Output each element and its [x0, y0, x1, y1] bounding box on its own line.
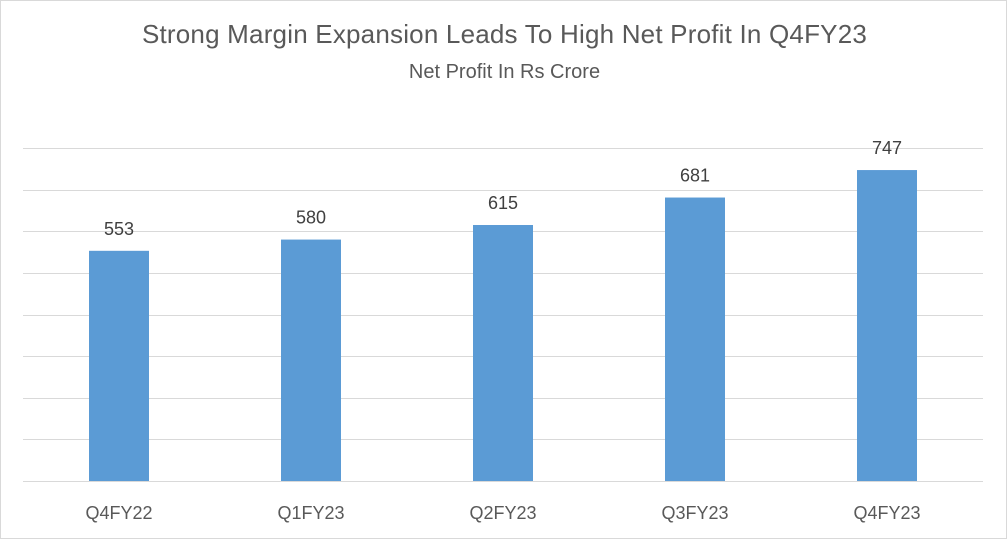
data-label-q4fy22: 553	[104, 219, 134, 239]
chart-title: Strong Margin Expansion Leads To High Ne…	[141, 19, 868, 49]
bar-q2fy23	[473, 225, 533, 481]
x-tick-label-q1fy23: Q1FY23	[277, 503, 344, 523]
bar-q4fy23	[857, 170, 917, 481]
x-axis-tick-labels: Q4FY22 Q1FY23 Q2FY23 Q3FY23 Q4FY23	[85, 503, 920, 523]
data-labels: 553 580 615 681 747	[104, 138, 902, 239]
x-tick-label-q3fy23: Q3FY23	[661, 503, 728, 523]
x-tick-label-q2fy23: Q2FY23	[469, 503, 536, 523]
x-tick-label-q4fy22: Q4FY22	[85, 503, 152, 523]
data-label-q4fy23: 747	[872, 138, 902, 158]
data-label-q1fy23: 580	[296, 208, 326, 228]
bar-q1fy23	[281, 239, 341, 481]
data-label-q3fy23: 681	[680, 166, 710, 186]
x-tick-label-q4fy23: Q4FY23	[853, 503, 920, 523]
bars	[89, 170, 917, 481]
bar-q4fy22	[89, 250, 149, 481]
chart-subtitle: Net Profit In Rs Crore	[408, 61, 601, 83]
data-label-q2fy23: 615	[488, 193, 518, 213]
bar-q3fy23	[665, 197, 725, 481]
